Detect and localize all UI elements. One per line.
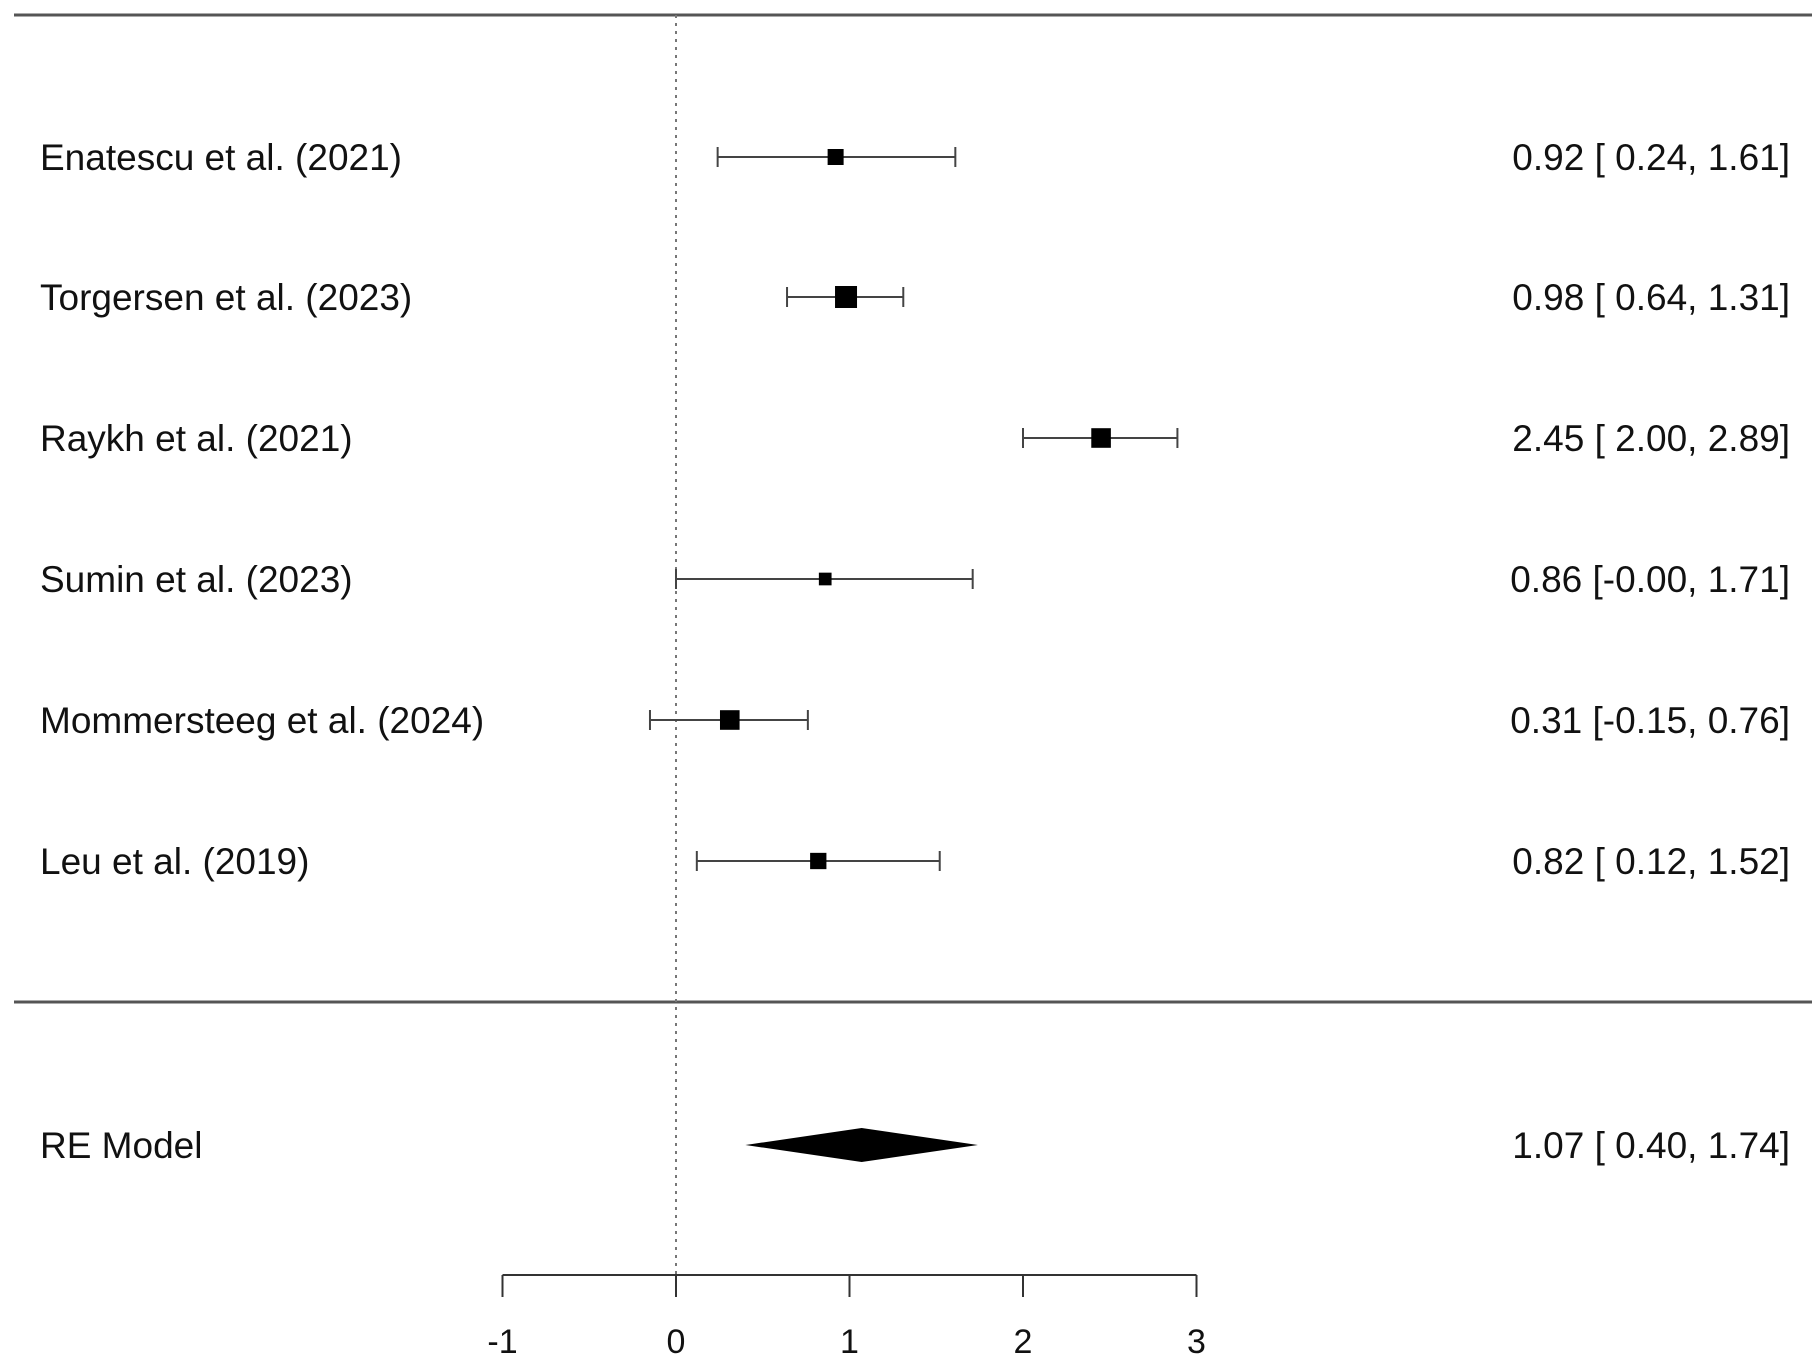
point-estimate-marker <box>827 149 844 165</box>
estimate-ci-text: 0.82 [ 0.12, 1.52] <box>1512 841 1790 882</box>
estimate-ci-text: 0.92 [ 0.24, 1.61] <box>1512 137 1790 178</box>
summary-estimate-ci-text: 1.07 [ 0.40, 1.74] <box>1512 1125 1790 1166</box>
study-label: Torgersen et al. (2023) <box>40 277 412 318</box>
study-row: Mommersteeg et al. (2024) 0.31 [-0.15, 0.… <box>40 700 1790 741</box>
study-label: Sumin et al. (2023) <box>40 559 353 600</box>
study-label: Mommersteeg et al. (2024) <box>40 700 484 741</box>
x-axis: -1 0 1 2 3 <box>487 1274 1206 1361</box>
x-tick-label: 1 <box>840 1323 859 1361</box>
study-row: Torgersen et al. (2023) 0.98 [ 0.64, 1.31… <box>40 277 1790 318</box>
summary-diamond <box>745 1128 978 1162</box>
study-row: Sumin et al. (2023) 0.86 [-0.00, 1.71] <box>40 559 1790 600</box>
estimate-ci-text: 2.45 [ 2.00, 2.89] <box>1512 418 1790 459</box>
study-row: Raykh et al. (2021) 2.45 [ 2.00, 2.89] <box>40 418 1790 459</box>
summary-layer: RE Model 1.07 [ 0.40, 1.74] <box>40 1125 1790 1166</box>
point-estimate-marker <box>810 852 827 870</box>
estimate-ci-text: 0.31 [-0.15, 0.76] <box>1510 700 1790 741</box>
point-estimate-marker <box>1091 428 1111 448</box>
x-tick-label: 2 <box>1014 1323 1033 1361</box>
x-tick-label: 3 <box>1187 1323 1206 1361</box>
summary-label: RE Model <box>40 1125 202 1166</box>
study-label: Enatescu et al. (2021) <box>40 137 402 178</box>
x-tick-label: -1 <box>487 1323 517 1361</box>
studies-layer: Enatescu et al. (2021) 0.92 [ 0.24, 1.61]… <box>40 137 1790 882</box>
study-row: Enatescu et al. (2021) 0.92 [ 0.24, 1.61] <box>40 137 1790 178</box>
estimate-ci-text: 0.98 [ 0.64, 1.31] <box>1512 277 1790 318</box>
point-estimate-marker <box>719 710 740 730</box>
point-estimate-marker <box>818 572 832 586</box>
study-row: Leu et al. (2019) 0.82 [ 0.12, 1.52] <box>40 841 1790 882</box>
x-tick-label: 0 <box>667 1323 686 1361</box>
study-label: Leu et al. (2019) <box>40 841 309 882</box>
estimate-ci-text: 0.86 [-0.00, 1.71] <box>1510 559 1790 600</box>
study-label: Raykh et al. (2021) <box>40 418 353 459</box>
point-estimate-marker <box>835 286 858 308</box>
